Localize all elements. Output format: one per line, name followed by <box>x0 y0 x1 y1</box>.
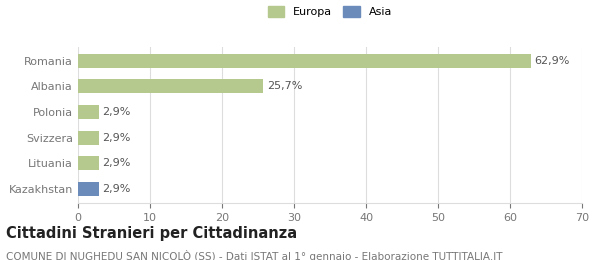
Legend: Europa, Asia: Europa, Asia <box>265 2 395 21</box>
Text: 2,9%: 2,9% <box>103 133 131 142</box>
Bar <box>78 156 99 170</box>
Bar <box>78 54 531 68</box>
Bar <box>78 182 99 196</box>
Text: Cittadini Stranieri per Cittadinanza: Cittadini Stranieri per Cittadinanza <box>6 226 297 241</box>
Text: 2,9%: 2,9% <box>103 184 131 194</box>
Text: 2,9%: 2,9% <box>103 158 131 168</box>
Text: 62,9%: 62,9% <box>535 56 570 66</box>
Text: 25,7%: 25,7% <box>266 81 302 92</box>
Text: 2,9%: 2,9% <box>103 107 131 117</box>
Bar <box>78 105 99 119</box>
Text: COMUNE DI NUGHEDU SAN NICOLÒ (SS) - Dati ISTAT al 1° gennaio - Elaborazione TUTT: COMUNE DI NUGHEDU SAN NICOLÒ (SS) - Dati… <box>6 250 503 260</box>
Bar <box>78 131 99 145</box>
Bar <box>78 80 263 94</box>
